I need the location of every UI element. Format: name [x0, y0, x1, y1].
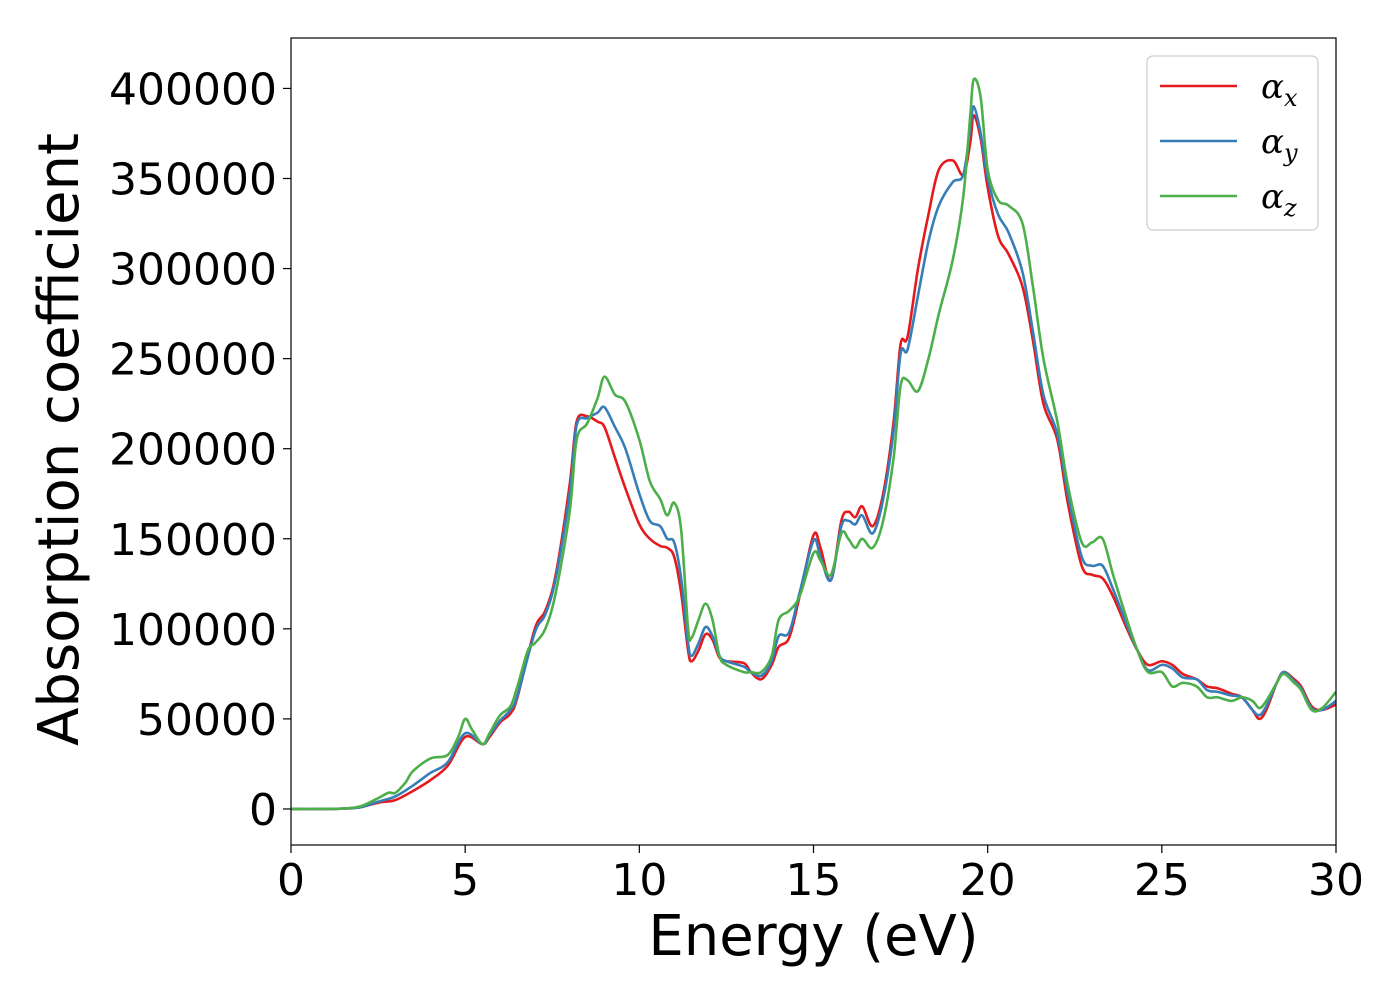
x-axis-title: Energy (eV) — [648, 904, 978, 969]
y-tick-label: 250000 — [109, 335, 277, 386]
axes — [283, 37, 1337, 853]
series-lines — [290, 77, 1338, 811]
x-tick-label: 25 — [1134, 855, 1190, 906]
y-tick-label: 50000 — [137, 695, 277, 746]
y-tick-label: 100000 — [109, 605, 277, 656]
y-tick-label: 350000 — [109, 155, 277, 206]
y-tick-label: 150000 — [109, 515, 277, 566]
legend-label-y: αy — [1261, 122, 1298, 167]
legend-label-x: αx — [1261, 67, 1298, 112]
legend-label-z: αz — [1261, 177, 1297, 222]
tick-labels: 0 5 10 15 20 25 30 0 50000 100000 150000 200000 2500… — [109, 64, 1364, 906]
x-tick-label: 15 — [786, 855, 842, 906]
y-tick-label: 0 — [249, 785, 277, 836]
series-line-y — [290, 105, 1337, 811]
legend: αx αy αz — [1146, 55, 1319, 231]
x-tick-label: 0 — [277, 855, 305, 906]
series-line-z — [290, 77, 1338, 811]
x-tick-label: 10 — [611, 855, 667, 906]
y-tick-label: 200000 — [109, 425, 277, 476]
y-tick-label: 300000 — [109, 245, 277, 296]
x-tick-label: 5 — [451, 855, 479, 906]
y-tick-label: 400000 — [109, 64, 277, 115]
x-tick-label: 30 — [1308, 855, 1364, 906]
x-tick-label: 20 — [960, 855, 1016, 906]
y-axis-title: Absorption coefficient — [27, 133, 92, 746]
legend-box — [1146, 55, 1319, 231]
